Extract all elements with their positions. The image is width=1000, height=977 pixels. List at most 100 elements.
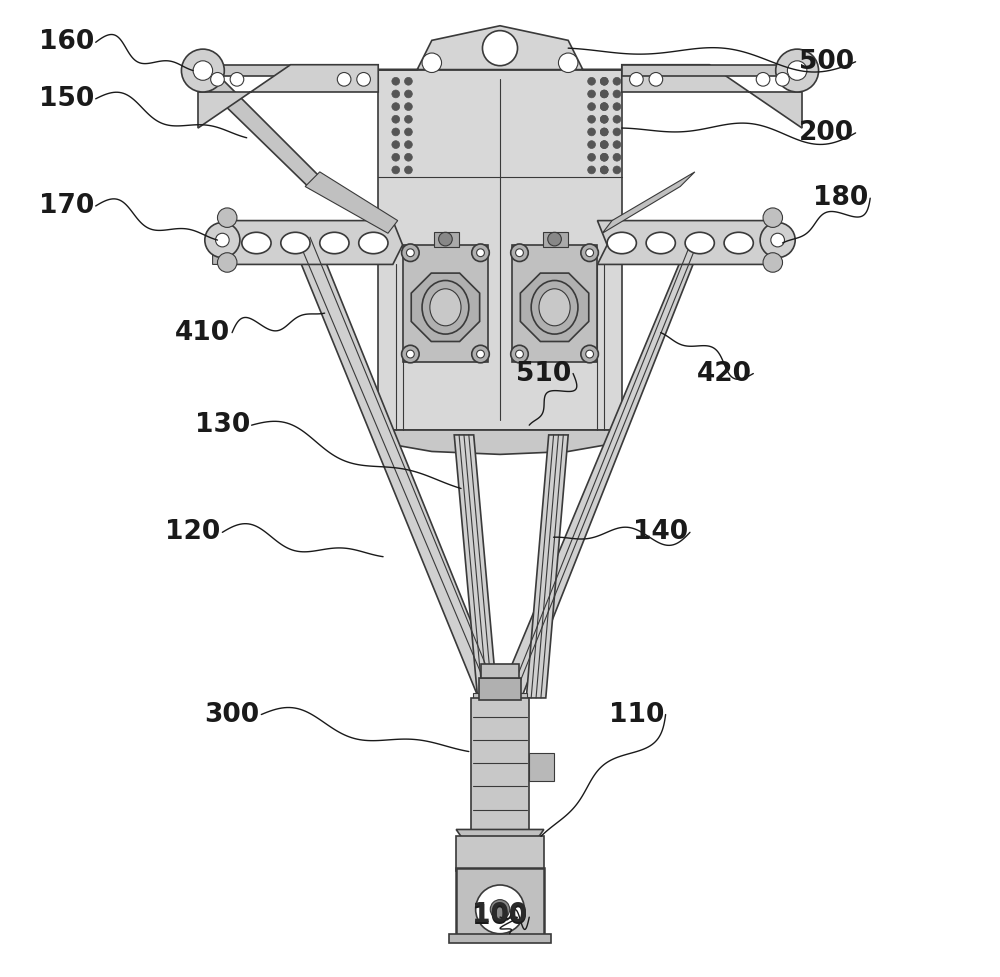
Circle shape — [760, 223, 795, 258]
Circle shape — [756, 72, 770, 86]
Circle shape — [405, 128, 412, 136]
Polygon shape — [520, 274, 589, 342]
Polygon shape — [543, 233, 568, 247]
Polygon shape — [479, 678, 521, 700]
Circle shape — [588, 153, 595, 161]
Circle shape — [511, 244, 528, 262]
Polygon shape — [481, 663, 519, 678]
Circle shape — [217, 208, 237, 228]
Circle shape — [763, 253, 783, 273]
Circle shape — [613, 90, 621, 98]
Circle shape — [406, 249, 414, 257]
Text: 500: 500 — [799, 49, 854, 75]
Polygon shape — [456, 829, 544, 839]
Circle shape — [630, 72, 643, 86]
Polygon shape — [602, 172, 695, 234]
Circle shape — [477, 249, 484, 257]
Polygon shape — [213, 216, 232, 265]
Circle shape — [216, 234, 229, 247]
Ellipse shape — [685, 233, 714, 254]
Polygon shape — [295, 235, 500, 702]
Circle shape — [477, 350, 484, 358]
Circle shape — [588, 90, 595, 98]
Circle shape — [613, 153, 621, 161]
Circle shape — [405, 141, 412, 149]
Circle shape — [600, 90, 608, 98]
Circle shape — [392, 128, 400, 136]
Circle shape — [392, 166, 400, 174]
Ellipse shape — [422, 280, 469, 334]
Text: 510: 510 — [516, 361, 571, 387]
Polygon shape — [622, 64, 802, 76]
Circle shape — [402, 244, 419, 262]
Polygon shape — [456, 869, 544, 939]
Circle shape — [392, 141, 400, 149]
Ellipse shape — [320, 233, 349, 254]
Circle shape — [482, 30, 518, 65]
Circle shape — [763, 208, 783, 228]
Circle shape — [558, 53, 578, 72]
Circle shape — [613, 166, 621, 174]
Circle shape — [600, 141, 608, 149]
Circle shape — [600, 166, 608, 174]
Circle shape — [600, 115, 608, 123]
Polygon shape — [512, 245, 597, 361]
Text: 410: 410 — [175, 319, 230, 346]
Polygon shape — [500, 235, 705, 702]
Circle shape — [600, 77, 608, 85]
Ellipse shape — [724, 233, 753, 254]
Polygon shape — [411, 274, 480, 342]
Circle shape — [600, 103, 608, 110]
Circle shape — [600, 166, 608, 174]
Circle shape — [511, 345, 528, 362]
Circle shape — [586, 249, 594, 257]
Polygon shape — [198, 64, 378, 128]
Circle shape — [392, 90, 400, 98]
Circle shape — [588, 166, 595, 174]
Circle shape — [588, 128, 595, 136]
Polygon shape — [198, 64, 320, 189]
Circle shape — [230, 72, 244, 86]
Text: 140: 140 — [633, 520, 688, 545]
Ellipse shape — [281, 233, 310, 254]
Circle shape — [600, 141, 608, 149]
Circle shape — [613, 128, 621, 136]
Polygon shape — [454, 435, 497, 698]
Circle shape — [392, 103, 400, 110]
Circle shape — [600, 128, 608, 136]
Circle shape — [516, 249, 523, 257]
Text: 110: 110 — [609, 701, 664, 728]
Circle shape — [405, 77, 412, 85]
Circle shape — [490, 900, 510, 919]
Polygon shape — [449, 934, 551, 944]
Text: 200: 200 — [799, 120, 854, 146]
Circle shape — [613, 141, 621, 149]
Circle shape — [472, 345, 489, 362]
Circle shape — [472, 244, 489, 262]
Circle shape — [392, 77, 400, 85]
Circle shape — [337, 72, 351, 86]
Circle shape — [205, 223, 240, 258]
Polygon shape — [305, 172, 398, 234]
Circle shape — [405, 90, 412, 98]
Circle shape — [217, 253, 237, 273]
Circle shape — [548, 233, 561, 246]
Text: 420: 420 — [697, 361, 752, 387]
Circle shape — [588, 77, 595, 85]
Circle shape — [581, 244, 598, 262]
Text: 130: 130 — [195, 412, 250, 438]
Text: 120: 120 — [165, 520, 221, 545]
Text: 180: 180 — [813, 186, 869, 211]
Ellipse shape — [531, 280, 578, 334]
Polygon shape — [456, 836, 544, 871]
Circle shape — [588, 103, 595, 110]
Text: 300: 300 — [205, 701, 260, 728]
Circle shape — [649, 72, 663, 86]
Circle shape — [181, 49, 224, 92]
Circle shape — [516, 350, 523, 358]
Circle shape — [776, 72, 789, 86]
Circle shape — [600, 115, 608, 123]
Circle shape — [588, 115, 595, 123]
Polygon shape — [198, 64, 378, 76]
Ellipse shape — [430, 289, 461, 325]
